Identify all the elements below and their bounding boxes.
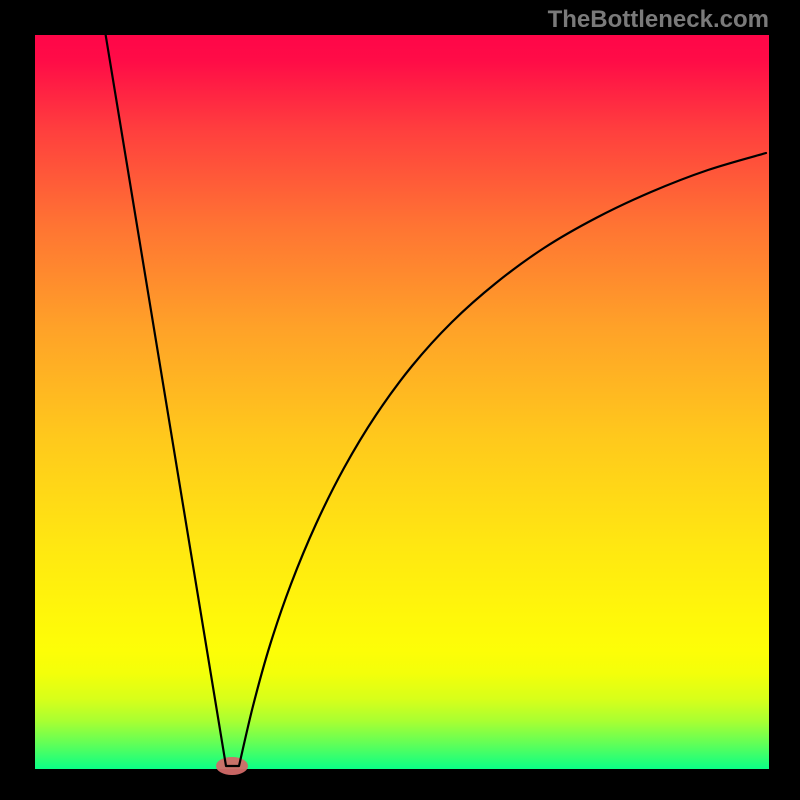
plot-area [35,35,769,769]
chart-container: TheBottleneck.com [0,0,800,800]
watermark-text: TheBottleneck.com [548,6,769,34]
curve-overlay [35,35,769,769]
bottleneck-curve [104,25,766,766]
